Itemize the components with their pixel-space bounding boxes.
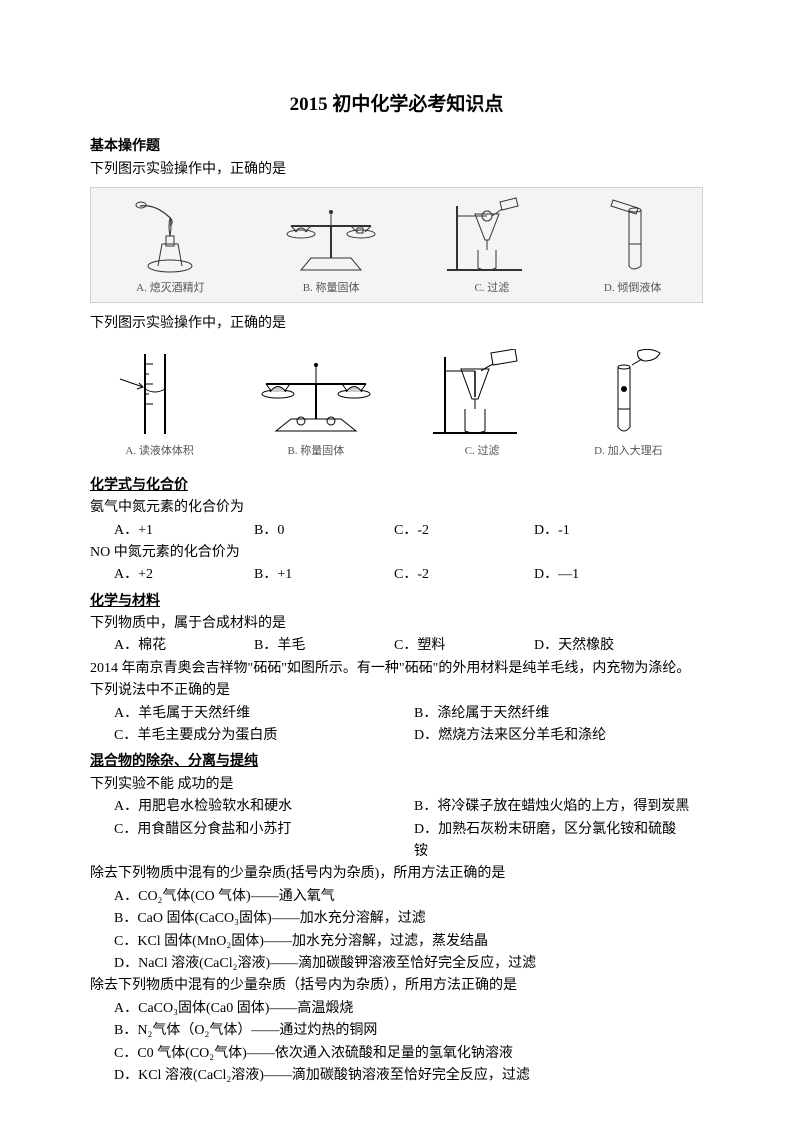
fig-caption: A. 熄灭酒精灯: [136, 280, 204, 298]
option-b: B．羊毛: [230, 635, 370, 657]
option-row: A．棉花 B．羊毛 C．塑料 D．天然橡胶: [90, 635, 703, 657]
fig-caption: A. 读液体体积: [125, 443, 193, 461]
q-stem: 除去下列物质中混有的少量杂质（括号内为杂质），所用方法正确的是: [90, 975, 703, 997]
option-row: C．羊毛主要成分为蛋白质 D．燃烧方法来区分羊毛和涤纶: [90, 725, 703, 747]
option-b: B．将冷碟子放在蜡烛火焰的上方，得到炭黑: [390, 796, 690, 818]
fig-read-volume: A. 读液体体积: [115, 349, 205, 461]
fig-caption: D. 倾倒液体: [604, 280, 661, 298]
option-c: C．-2: [370, 564, 510, 586]
fig-add-marble: D. 加入大理石: [578, 349, 678, 461]
option-c: C．用食醋区分食盐和小苏打: [90, 819, 390, 864]
filter-icon: [442, 196, 542, 276]
option-a: A．+1: [90, 520, 230, 542]
q-stem: 下列图示实验操作中，正确的是: [90, 313, 703, 335]
option-a: A．棉花: [90, 635, 230, 657]
section-heading-basic-ops: 基本操作题: [90, 136, 703, 158]
fig-balance: B. 称量固体: [271, 196, 391, 298]
q-stem: 2014 年南京青奥会吉祥物"砳砳"如图所示。有一种"砳砳"的外用材料是纯羊毛线…: [90, 658, 703, 703]
fig-caption: D. 加入大理石: [594, 443, 662, 461]
option-b: B．+1: [230, 564, 370, 586]
option-a: A．羊毛属于天然纤维: [90, 703, 390, 725]
figure-row-2: A. 读液体体积 B. 称量固体: [90, 341, 703, 465]
option-c: C．C0 气体(CO₂气体)——依次通入浓硫酸和足量的氢氧化钠溶液: [90, 1043, 703, 1065]
q-stem: NO 中氮元素的化合价为: [90, 542, 703, 564]
q-stem: 下列物质中，属于合成材料的是: [90, 613, 703, 635]
fig-pour: D. 倾倒液体: [593, 196, 673, 298]
fig-balance2: B. 称量固体: [246, 349, 386, 461]
lamp-icon: [120, 196, 220, 276]
q-stem: 下列图示实验操作中，正确的是: [90, 159, 703, 181]
section-heading-materials: 化学与材料: [90, 591, 703, 613]
option-d: D．-1: [510, 520, 650, 542]
option-row: A．用肥皂水检验软水和硬水 B．将冷碟子放在蜡烛火焰的上方，得到炭黑: [90, 796, 703, 818]
tube-icon: [578, 349, 678, 439]
option-a: A．CO₂气体(CO 气体)——通入氧气: [90, 886, 703, 908]
q-stem: 除去下列物质中混有的少量杂质(括号内为杂质)，所用方法正确的是: [90, 863, 703, 885]
option-c: C．-2: [370, 520, 510, 542]
option-a: A．+2: [90, 564, 230, 586]
section-heading-purify: 混合物的除杂、分离与提纯: [90, 751, 703, 773]
figure-row-1: A. 熄灭酒精灯 B. 称量固体 C.: [90, 187, 703, 303]
option-d: D．—1: [510, 564, 650, 586]
balance-icon: [271, 196, 391, 276]
option-c: C．塑料: [370, 635, 510, 657]
option-b: B．0: [230, 520, 370, 542]
option-row: A．+2 B．+1 C．-2 D．—1: [90, 564, 703, 586]
pour-icon: [593, 196, 673, 276]
option-a: A．CaCO₃固体(Ca0 固体)——高温煅烧: [90, 998, 703, 1020]
q-stem: 下列实验不能 成功的是: [90, 774, 703, 796]
page-title: 2015 初中化学必考知识点: [90, 90, 703, 120]
option-d: D．NaCl 溶液(CaCl₂溶液)——滴加碳酸钾溶液至恰好完全反应，过滤: [90, 953, 703, 975]
option-d: D．KCl 溶液(CaCl₂溶液)——滴加碳酸钠溶液至恰好完全反应，过滤: [90, 1065, 703, 1087]
fig-filter2: C. 过滤: [427, 349, 537, 461]
fig-caption: C. 过滤: [465, 443, 500, 461]
balance-icon: [246, 349, 386, 439]
cylinder-icon: [115, 349, 205, 439]
option-a: A．用肥皂水检验软水和硬水: [90, 796, 390, 818]
option-c: C．KCl 固体(MnO₂固体)——加水充分溶解，过滤，蒸发结晶: [90, 931, 703, 953]
option-d: D．天然橡胶: [510, 635, 650, 657]
option-c: C．羊毛主要成分为蛋白质: [90, 725, 390, 747]
option-b: B．涤纶属于天然纤维: [390, 703, 690, 725]
section-heading-formula: 化学式与化合价: [90, 475, 703, 497]
option-d: D．燃烧方法来区分羊毛和涤纶: [390, 725, 690, 747]
fig-filter: C. 过滤: [442, 196, 542, 298]
fig-caption: B. 称量固体: [287, 443, 344, 461]
option-d: D．加熟石灰粉末研磨，区分氯化铵和硫酸铵: [390, 819, 690, 864]
q-stem: 氨气中氮元素的化合价为: [90, 497, 703, 519]
option-b: B．CaO 固体(CaCO₃固体)——加水充分溶解，过滤: [90, 908, 703, 930]
filter-icon: [427, 349, 537, 439]
fig-caption: B. 称量固体: [303, 280, 360, 298]
option-b: B．N₂气体（O₂气体）——通过灼热的铜网: [90, 1020, 703, 1042]
option-row: A．羊毛属于天然纤维 B．涤纶属于天然纤维: [90, 703, 703, 725]
fig-lamp: A. 熄灭酒精灯: [120, 196, 220, 298]
option-row: C．用食醋区分食盐和小苏打 D．加熟石灰粉末研磨，区分氯化铵和硫酸铵: [90, 819, 703, 864]
option-row: A．+1 B．0 C．-2 D．-1: [90, 520, 703, 542]
fig-caption: C. 过滤: [474, 280, 509, 298]
